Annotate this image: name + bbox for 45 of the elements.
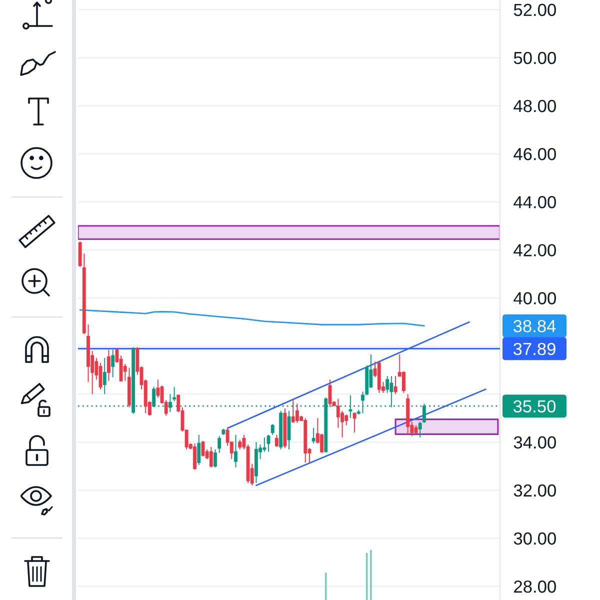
- ref-line-label: 35.50: [513, 400, 556, 413]
- y-tick-label: 32.00: [514, 484, 556, 497]
- text: 38.84: [513, 320, 556, 332]
- candlestick: [377, 361, 381, 394]
- candlestick: [328, 379, 332, 408]
- candlestick: [172, 386, 176, 402]
- candlestick: [304, 418, 308, 464]
- candlestick: [254, 442, 258, 484]
- candlestick: [222, 428, 226, 436]
- candlestick: [312, 427, 316, 444]
- line-series: [79, 309, 425, 327]
- y-tick-label: 28.00: [514, 580, 556, 593]
- candlestick: [218, 436, 222, 454]
- y-tick-label: 42.00: [514, 244, 556, 256]
- candlestick: [266, 434, 270, 452]
- candlestick: [193, 442, 196, 470]
- candlestick: [209, 446, 213, 468]
- ref-line-label: 37.89: [513, 342, 556, 356]
- y-tick-label: 30.00: [514, 532, 556, 545]
- candlestick: [295, 403, 299, 424]
- y-tick-label: 44.00: [514, 196, 556, 208]
- candlestick: [394, 376, 398, 395]
- candlestick: [352, 412, 356, 434]
- y-tick-label: 52.00: [514, 4, 556, 16]
- y-tick-label: 34.00: [514, 436, 556, 449]
- candlestick: [279, 410, 283, 450]
- candlestick: [107, 349, 110, 382]
- y-tick-label: 46.00: [514, 148, 556, 160]
- candlestick: [291, 400, 295, 424]
- candlestick: [214, 448, 217, 468]
- candlestick: [283, 408, 287, 449]
- y-tick-label: 48.00: [514, 100, 556, 112]
- y-tick-label: 40.00: [514, 292, 556, 304]
- candlestick: [128, 367, 131, 408]
- candlestick: [102, 358, 106, 395]
- candlestick: [238, 439, 242, 450]
- candlestick: [406, 394, 410, 436]
- candlestick: [356, 409, 360, 415]
- candlestick: [270, 424, 274, 436]
- candlestick: [274, 434, 278, 448]
- candlestick: [111, 349, 115, 378]
- candlestick: [201, 440, 205, 458]
- candlestick: [418, 421, 422, 438]
- candlestick: [197, 434, 201, 466]
- y-tick-label: 50.00: [514, 52, 556, 64]
